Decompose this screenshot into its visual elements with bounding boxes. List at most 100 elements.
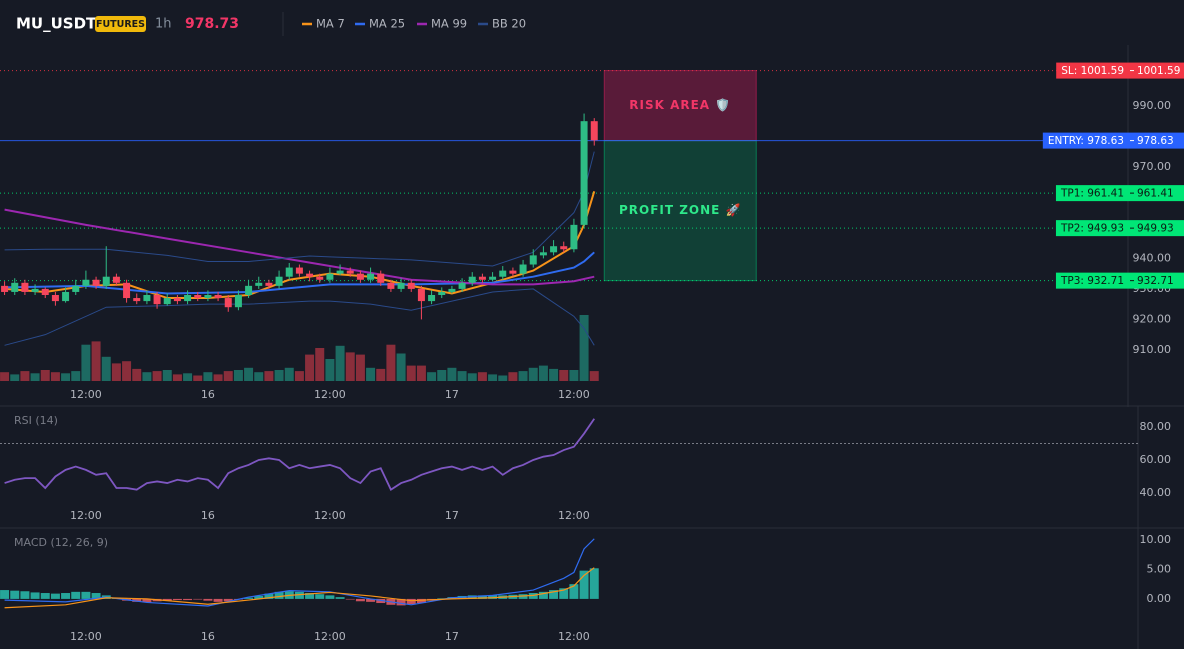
histogram-bar [193, 598, 203, 600]
x-tick-label: 17 [445, 509, 459, 522]
interval: 1h [155, 17, 172, 32]
volume-bar [427, 372, 437, 381]
candle-body [367, 273, 375, 280]
y-tick-label: 80.00 [1140, 420, 1172, 433]
volume-bar [559, 370, 569, 381]
histogram-bar [396, 598, 406, 606]
histogram-bar [20, 591, 30, 599]
volume-bar [20, 371, 30, 381]
histogram-bar [305, 593, 315, 599]
x-tick-label: 12:00 [314, 630, 346, 643]
candle-body [458, 282, 466, 289]
x-tick-label: 12:00 [70, 388, 102, 401]
level-price: 949.93 [1137, 223, 1174, 235]
candle-body [417, 288, 425, 302]
candle-body [316, 276, 324, 280]
volume-bar [538, 365, 548, 381]
volume-bar [30, 373, 40, 381]
candle-body [519, 264, 527, 274]
volume-bar [335, 345, 345, 381]
volume-bar [437, 370, 447, 381]
candle-body [499, 270, 507, 277]
histogram-bar [538, 591, 548, 599]
candle-body [265, 282, 273, 286]
candle-body [387, 282, 395, 289]
candle-body [82, 279, 90, 286]
volume-bar [162, 370, 172, 381]
macd-line [4, 567, 595, 609]
volume-bar [315, 348, 325, 381]
volume-bar [81, 344, 91, 381]
volume-bar [467, 373, 477, 381]
histogram-bar [132, 598, 142, 602]
candle-body [407, 282, 415, 289]
candle-body [51, 295, 59, 302]
candle-body [570, 224, 578, 250]
volume-bar [172, 374, 182, 381]
histogram-bar [203, 598, 213, 601]
rsi-line [4, 418, 595, 491]
volume-bar [223, 371, 233, 381]
volume-bar [508, 372, 518, 381]
volume-bar [122, 361, 132, 381]
y-tick-label: 940.00 [1133, 251, 1172, 264]
histogram-bar [569, 584, 579, 599]
volume-bar [518, 371, 528, 381]
candle-body [255, 282, 263, 286]
legend-label: MA 99 [431, 17, 467, 31]
candle-body [275, 276, 283, 286]
candle-body [153, 295, 161, 305]
y-tick-label: 920.00 [1133, 312, 1172, 325]
legend-label: MA 7 [316, 17, 345, 31]
y-tick-label: 0.00 [1147, 592, 1172, 605]
level-label-bg [1055, 272, 1184, 289]
panel-title: RSI (14) [14, 414, 58, 427]
level-price: 932.71 [1137, 275, 1174, 287]
volume-bar [91, 341, 101, 381]
x-tick-label: 16 [201, 388, 215, 401]
volume-bar [233, 370, 243, 381]
histogram-bar [172, 598, 182, 601]
histogram-bar [213, 598, 223, 602]
candle-body [346, 270, 354, 274]
volume-bar [376, 368, 386, 381]
volume-bar [386, 344, 396, 381]
candle-body [326, 273, 334, 280]
candle-body [478, 276, 486, 280]
y-tick-label: 910.00 [1133, 343, 1172, 356]
zone-label: PROFIT ZONE 🚀 [619, 203, 742, 217]
level-label-bg [1055, 220, 1184, 237]
candle-body [285, 267, 293, 277]
histogram-bar [244, 597, 254, 599]
histogram-bar [40, 593, 50, 599]
volume-bar [579, 315, 589, 381]
histogram-bar [366, 598, 376, 602]
candle-body [438, 291, 446, 296]
panel-title: MACD (12, 26, 9) [14, 536, 108, 549]
histogram-bar [50, 593, 60, 599]
volume-bar [193, 375, 203, 381]
volume-bar [355, 354, 365, 381]
candle-body [163, 298, 171, 305]
candle-body [590, 121, 598, 141]
histogram-bar [559, 588, 569, 599]
x-tick-label: 12:00 [558, 388, 590, 401]
histogram-bar [579, 570, 589, 599]
x-tick-label: 12:00 [558, 509, 590, 522]
volume-bar [71, 371, 81, 381]
x-tick-label: 12:00 [314, 388, 346, 401]
candle-body [21, 282, 29, 292]
volume-bar [132, 368, 142, 381]
histogram-bar [416, 598, 426, 604]
histogram-bar [437, 598, 447, 599]
histogram-bar [294, 591, 304, 599]
volume-bar [0, 372, 10, 381]
candle-body [539, 252, 547, 256]
candle-body [245, 285, 253, 296]
badge-bg [95, 16, 146, 32]
histogram-bar [355, 598, 365, 602]
candle-body [397, 282, 405, 289]
x-tick-label: 12:00 [314, 509, 346, 522]
level-label: TP1: 961.41 [1060, 188, 1124, 200]
